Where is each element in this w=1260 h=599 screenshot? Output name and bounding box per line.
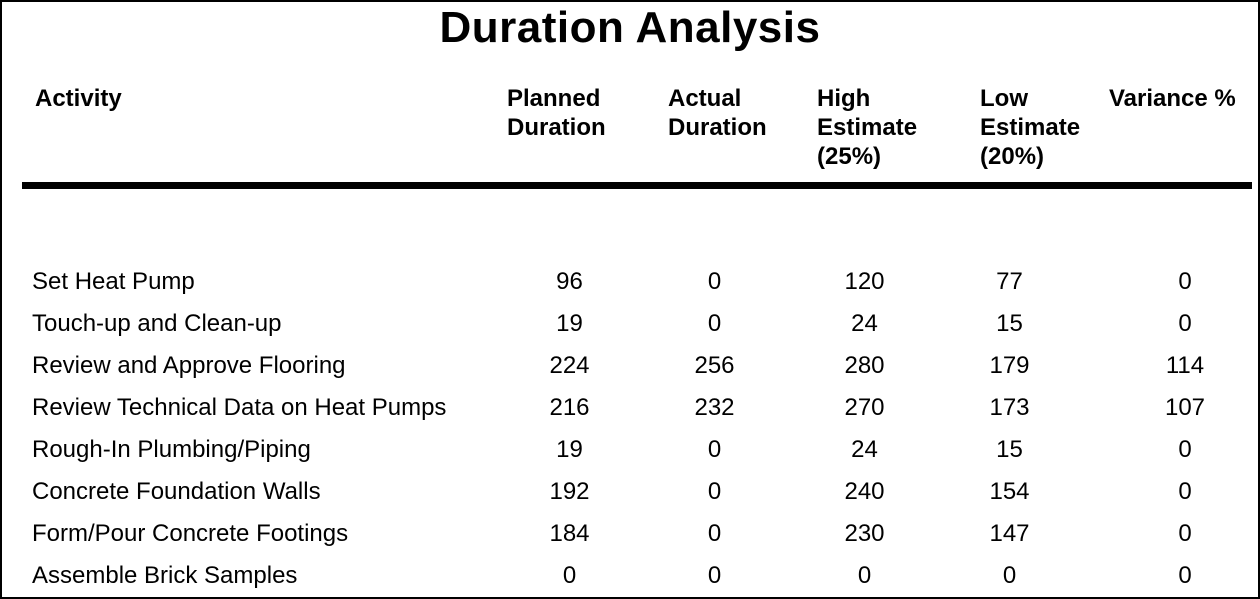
spacer-row xyxy=(22,189,1252,261)
high-estimate-cell: 24 xyxy=(851,310,878,337)
table-row: Rough-In Plumbing/Piping 19 0 24 15 0 xyxy=(22,429,1252,471)
table-body: Set Heat Pump 96 0 120 77 0 Touch-up and… xyxy=(22,261,1252,597)
actual-duration-cell: 0 xyxy=(707,478,722,505)
actual-duration-cell: 0 xyxy=(707,268,722,295)
header-label: Actual xyxy=(668,85,742,112)
low-estimate-cell: 0 xyxy=(1002,562,1017,589)
variance-pct-cell: 0 xyxy=(1178,478,1192,505)
planned-duration-cell: 19 xyxy=(556,310,583,337)
header-rule-row xyxy=(22,182,1252,189)
planned-duration-cell: 224 xyxy=(549,352,590,379)
high-estimate-cell: 120 xyxy=(844,268,885,295)
variance-pct-cell: 0 xyxy=(1178,562,1192,589)
header-label: (25%) xyxy=(817,143,882,170)
header-divider-rule xyxy=(22,182,1252,189)
planned-duration-cell: 19 xyxy=(556,436,583,463)
header-label: High xyxy=(817,85,871,112)
low-estimate-cell: 179 xyxy=(989,352,1030,379)
table-row: Review and Approve Flooring 224 256 280 … xyxy=(22,345,1252,387)
actual-duration-cell: 0 xyxy=(707,520,722,547)
actual-duration-cell: 232 xyxy=(694,394,735,421)
high-estimate-cell: 280 xyxy=(844,352,885,379)
column-header-actual-duration: Actual Duration xyxy=(657,82,772,182)
table-row: Touch-up and Clean-up 19 0 24 15 0 xyxy=(22,303,1252,345)
table-row: Assemble Brick Samples 0 0 0 0 0 xyxy=(22,555,1252,597)
column-header-variance-pct: Variance % xyxy=(1062,82,1252,182)
header-label: Activity xyxy=(35,85,122,112)
activity-cell: Rough-In Plumbing/Piping xyxy=(32,436,311,463)
actual-duration-cell: 0 xyxy=(707,562,722,589)
table-row: Concrete Foundation Walls 192 0 240 154 … xyxy=(22,471,1252,513)
activity-cell: Assemble Brick Samples xyxy=(32,562,298,589)
duration-analysis-table: Activity Planned Duration Actual Duratio… xyxy=(22,82,1252,597)
planned-duration-cell: 192 xyxy=(549,478,590,505)
header-label: Variance % xyxy=(1109,85,1236,112)
header-label: Estimate xyxy=(980,114,1081,141)
header-row: Activity Planned Duration Actual Duratio… xyxy=(22,82,1252,182)
high-estimate-cell: 240 xyxy=(844,478,885,505)
activity-cell: Form/Pour Concrete Footings xyxy=(32,520,349,547)
variance-pct-cell: 0 xyxy=(1178,520,1192,547)
variance-pct-cell: 0 xyxy=(1178,436,1192,463)
planned-duration-cell: 184 xyxy=(549,520,590,547)
variance-pct-cell: 107 xyxy=(1164,394,1206,421)
variance-pct-cell: 0 xyxy=(1178,268,1192,295)
planned-duration-cell: 216 xyxy=(549,394,590,421)
activity-cell: Set Heat Pump xyxy=(32,268,195,295)
header-label: Low xyxy=(980,85,1028,112)
actual-duration-cell: 0 xyxy=(707,310,722,337)
activity-cell: Touch-up and Clean-up xyxy=(32,310,282,337)
low-estimate-cell: 147 xyxy=(989,520,1030,547)
actual-duration-cell: 256 xyxy=(694,352,735,379)
activity-cell: Review Technical Data on Heat Pumps xyxy=(32,394,447,421)
low-estimate-cell: 77 xyxy=(996,268,1023,295)
header-label: (20%) xyxy=(980,143,1045,170)
high-estimate-cell: 270 xyxy=(844,394,885,421)
actual-duration-cell: 0 xyxy=(707,436,722,463)
column-header-high-estimate: High Estimate (25%) xyxy=(772,82,957,182)
table-row: Set Heat Pump 96 0 120 77 0 xyxy=(22,261,1252,303)
page-title: Duration Analysis xyxy=(439,3,821,52)
low-estimate-cell: 15 xyxy=(996,436,1023,463)
low-estimate-cell: 15 xyxy=(996,310,1023,337)
planned-duration-cell: 96 xyxy=(556,268,583,295)
table-row: Form/Pour Concrete Footings 184 0 230 14… xyxy=(22,513,1252,555)
header-label: Estimate xyxy=(817,114,918,141)
column-header-planned-duration: Planned Duration xyxy=(482,82,657,182)
high-estimate-cell: 230 xyxy=(844,520,885,547)
high-estimate-cell: 0 xyxy=(857,562,872,589)
variance-pct-cell: 0 xyxy=(1178,310,1192,337)
planned-duration-cell: 0 xyxy=(562,562,577,589)
column-header-low-estimate: Low Estimate (20%) xyxy=(957,82,1081,182)
header-label: Duration xyxy=(507,114,606,141)
low-estimate-cell: 173 xyxy=(989,394,1030,421)
header-label: Duration xyxy=(668,114,767,141)
low-estimate-cell: 154 xyxy=(989,478,1030,505)
high-estimate-cell: 24 xyxy=(851,436,878,463)
header-label: Planned xyxy=(507,85,601,112)
column-header-activity: Activity xyxy=(22,82,482,182)
variance-pct-cell: 114 xyxy=(1165,352,1205,379)
activity-cell: Review and Approve Flooring xyxy=(32,352,346,379)
table-row: Review Technical Data on Heat Pumps 216 … xyxy=(22,387,1252,429)
activity-cell: Concrete Foundation Walls xyxy=(32,478,321,505)
